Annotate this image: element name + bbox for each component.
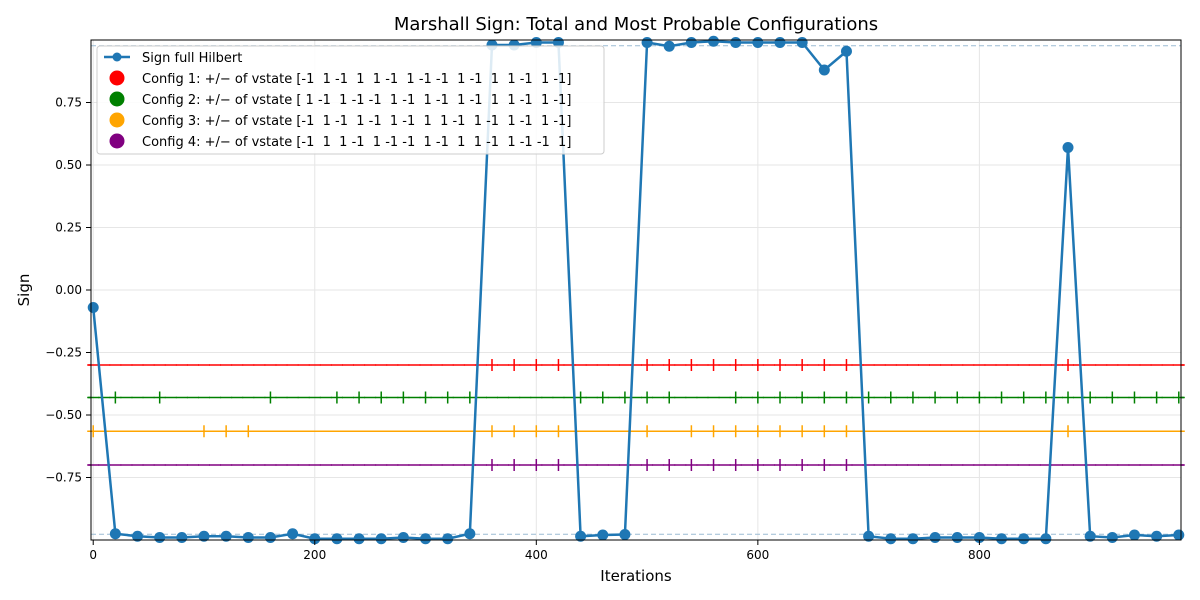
legend-label: Config 1: +/− of vstate [-1 1 -1 1 1 -1 …: [142, 72, 571, 87]
legend-marker-swatch: [112, 52, 122, 62]
sign-point: [951, 532, 963, 543]
sign-point: [331, 533, 343, 545]
sign-point: [397, 532, 409, 543]
config-series: [87, 359, 1185, 471]
sign-point: [1084, 530, 1096, 542]
sign-point: [774, 37, 786, 48]
y-axis-label: Sign: [15, 274, 33, 307]
chart-title: Marshall Sign: Total and Most Probable C…: [394, 14, 878, 35]
legend-dot-swatch: [109, 112, 125, 128]
sign-point: [863, 530, 875, 542]
x-tick-label: 0: [89, 548, 97, 562]
legend-entry-config-4: Config 4: +/− of vstate [-1 1 1 -1 1 -1 …: [109, 133, 571, 150]
sign-series: [87, 35, 1185, 545]
sign-point: [1173, 529, 1185, 541]
x-tick-label: 600: [746, 548, 769, 562]
sign-point: [752, 37, 764, 48]
config-3-series: [87, 425, 1185, 438]
y-tick-label: 0.75: [55, 96, 82, 110]
y-tick-label: −0.50: [45, 408, 82, 422]
sign-point: [1128, 529, 1140, 541]
sign-point: [309, 533, 321, 545]
sign-point: [885, 533, 897, 545]
legend-dot-swatch: [109, 133, 125, 149]
sign-point: [287, 528, 299, 540]
sign-point: [154, 532, 166, 543]
sign-point: [442, 533, 454, 545]
legend-box: [96, 45, 605, 155]
legend-entry-sign: Sign full Hilbert: [104, 51, 242, 66]
config-4-series: [87, 459, 1185, 471]
x-axis-ticks: 0 200 400 600 800: [89, 540, 991, 562]
sign-point: [597, 529, 609, 541]
sign-point: [1151, 530, 1163, 542]
sign-point: [1106, 532, 1118, 543]
sign-point: [464, 528, 476, 540]
legend-dot-swatch: [109, 70, 125, 86]
legend: Sign full Hilbert Config 1: +/− of vstate…: [96, 45, 605, 155]
legend-entry-config-2: Config 2: +/− of vstate [ 1 -1 1 -1 -1 1…: [109, 91, 571, 108]
legend-entry-config-3: Config 3: +/− of vstate [-1 1 -1 1 -1 1 …: [109, 112, 571, 129]
sign-point: [730, 37, 742, 48]
sign-point: [840, 45, 852, 57]
sign-point: [575, 530, 587, 542]
sign-point: [641, 37, 653, 48]
legend-entry-config-1: Config 1: +/− of vstate [-1 1 -1 1 1 -1 …: [109, 70, 571, 87]
sign-point: [929, 532, 941, 543]
y-tick-label: 0.25: [55, 221, 82, 235]
x-tick-label: 200: [303, 548, 326, 562]
sign-point: [1018, 533, 1030, 545]
legend-label: Sign full Hilbert: [142, 51, 242, 66]
sign-point: [375, 533, 387, 545]
sign-point: [619, 529, 631, 540]
sign-point: [220, 530, 232, 542]
sign-point: [796, 37, 808, 48]
sign-point: [1062, 142, 1074, 153]
y-tick-label: −0.75: [45, 471, 82, 485]
sign-point: [685, 37, 697, 48]
sign-point: [420, 533, 432, 545]
y-tick-label: 0.00: [55, 283, 82, 297]
sign-point: [109, 528, 121, 540]
sign-point: [132, 530, 144, 542]
sign-point: [818, 64, 830, 76]
y-axis-ticks: −0.75 −0.50 −0.25 0.00 0.25 0.50 0.75: [45, 96, 91, 485]
config-2-series: [87, 391, 1185, 404]
legend-label: Config 2: +/− of vstate [ 1 -1 1 -1 -1 1…: [142, 93, 571, 108]
sign-point: [87, 302, 99, 313]
sign-point: [907, 533, 919, 545]
legend-label: Config 3: +/− of vstate [-1 1 -1 1 -1 1 …: [142, 114, 571, 129]
legend-label: Config 4: +/− of vstate [-1 1 1 -1 1 -1 …: [142, 135, 571, 150]
x-tick-label: 400: [525, 548, 548, 562]
sign-point: [663, 40, 675, 52]
config-1-series: [87, 359, 1185, 371]
sign-point: [353, 533, 365, 545]
sign-point: [198, 530, 210, 542]
legend-dot-swatch: [109, 91, 125, 107]
y-tick-label: 0.50: [55, 158, 82, 172]
x-tick-label: 800: [968, 548, 991, 562]
sign-point: [264, 532, 276, 543]
sign-point: [1040, 533, 1052, 545]
sign-point: [996, 533, 1008, 545]
x-axis-label: Iterations: [600, 567, 672, 585]
sign-point: [176, 532, 188, 543]
sign-point: [242, 532, 254, 543]
sign-point: [708, 35, 720, 47]
y-tick-label: −0.25: [45, 346, 82, 360]
